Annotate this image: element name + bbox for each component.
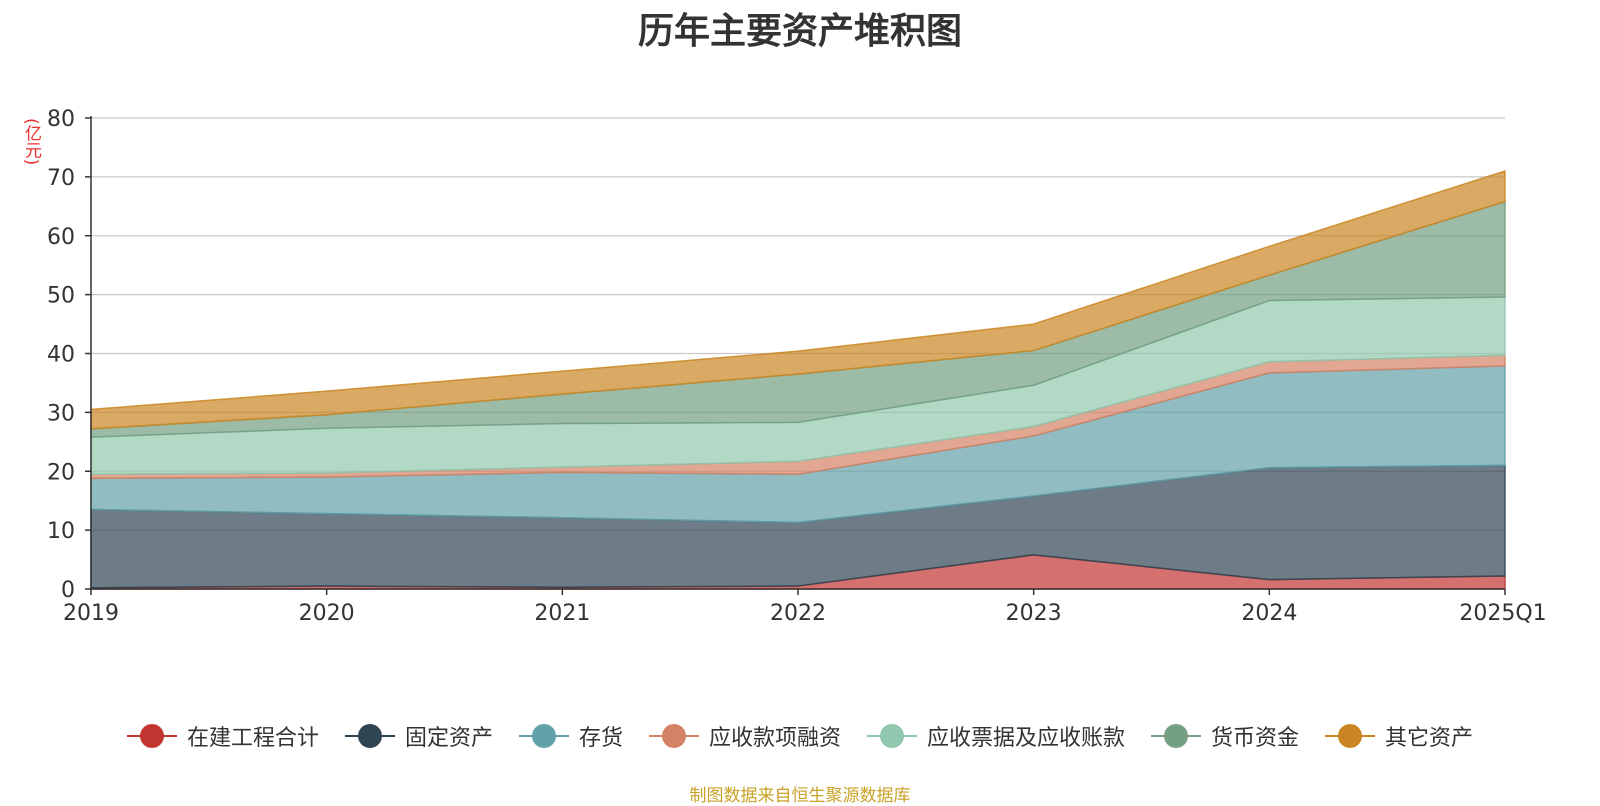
legend-label: 其它资产 <box>1385 726 1474 751</box>
legend-label: 应收款项融资 <box>708 726 841 751</box>
y-tick-label-40: 40 <box>47 343 75 368</box>
x-tick-label-2: 2021 <box>534 601 590 626</box>
legend-label: 应收票据及应收账款 <box>927 726 1126 751</box>
y-tick-label-70: 70 <box>47 166 75 191</box>
legend-label: 在建工程合计 <box>186 726 319 751</box>
area-series <box>90 169 1506 590</box>
y-tick-label-10: 10 <box>47 519 75 544</box>
area-series-6 <box>90 169 1506 430</box>
legend-item-1[interactable]: 固定资产 <box>344 720 493 752</box>
source-note: 制图数据来自恒生聚源数据库 <box>689 786 911 806</box>
legend-item-5[interactable]: 货币资金 <box>1151 720 1299 752</box>
x-tick-label-5: 2024 <box>1241 601 1297 626</box>
y-tick-label-0: 0 <box>61 578 75 603</box>
x-tick-label-0: 2019 <box>63 601 119 626</box>
legend-marker-icon <box>1151 723 1202 749</box>
legend: 在建工程合计 固定资产 存货 应收款项融资 应收票据及应收账款 货币资金 其它资产 <box>0 720 1600 752</box>
legend-label: 固定资产 <box>404 726 493 751</box>
x-tick-label-4: 2023 <box>1006 601 1062 626</box>
legend-label: 货币资金 <box>1211 726 1300 751</box>
axes: 0 10 20 30 40 50 60 70 80 2019 2020 2021 2022 2023 202… <box>47 107 1547 626</box>
legend-item-3[interactable]: 应收款项融资 <box>648 720 841 752</box>
y-tick-label-80: 80 <box>47 107 75 132</box>
legend-marker-icon <box>344 723 395 749</box>
legend-marker-icon <box>1325 723 1376 749</box>
legend-marker-icon <box>867 723 917 749</box>
stacked-area-chart: 0 10 20 30 40 50 60 70 80 2019 2020 2021 2022 2023 202… <box>47 107 1547 626</box>
chart-title: 历年主要资产堆积图 <box>637 11 962 52</box>
x-tick-label-3: 2022 <box>770 601 826 626</box>
y-tick-label-50: 50 <box>47 284 75 309</box>
legend-item-2[interactable]: 存货 <box>518 720 623 752</box>
y-tick-label-30: 30 <box>47 401 75 426</box>
legend-item-6[interactable]: 其它资产 <box>1325 720 1473 752</box>
legend-label: 存货 <box>578 726 623 751</box>
legend-item-0[interactable]: 在建工程合计 <box>126 720 319 752</box>
legend-marker-icon <box>648 723 699 749</box>
y-axis-unit-label: (亿元) <box>21 118 41 166</box>
legend-item-4[interactable]: 应收票据及应收账款 <box>867 720 1125 752</box>
legend-marker-icon <box>518 723 569 749</box>
x-tick-label-6: 2025Q1 <box>1459 601 1546 626</box>
y-tick-label-20: 20 <box>47 460 75 485</box>
x-tick-label-1: 2020 <box>299 601 355 626</box>
y-tick-label-60: 60 <box>47 225 75 250</box>
legend-marker-icon <box>126 723 177 749</box>
